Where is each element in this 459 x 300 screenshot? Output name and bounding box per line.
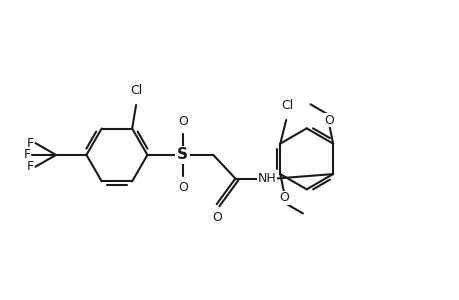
- Text: Cl: Cl: [130, 84, 142, 97]
- Text: F: F: [26, 136, 34, 150]
- Text: O: O: [178, 182, 187, 194]
- Text: Cl: Cl: [281, 99, 293, 112]
- Text: O: O: [211, 212, 221, 224]
- Text: NH: NH: [257, 172, 276, 185]
- Text: F: F: [23, 148, 30, 161]
- Text: S: S: [177, 147, 188, 162]
- Text: O: O: [178, 116, 187, 128]
- Text: O: O: [324, 113, 333, 127]
- Text: O: O: [279, 191, 289, 204]
- Text: F: F: [26, 160, 34, 173]
